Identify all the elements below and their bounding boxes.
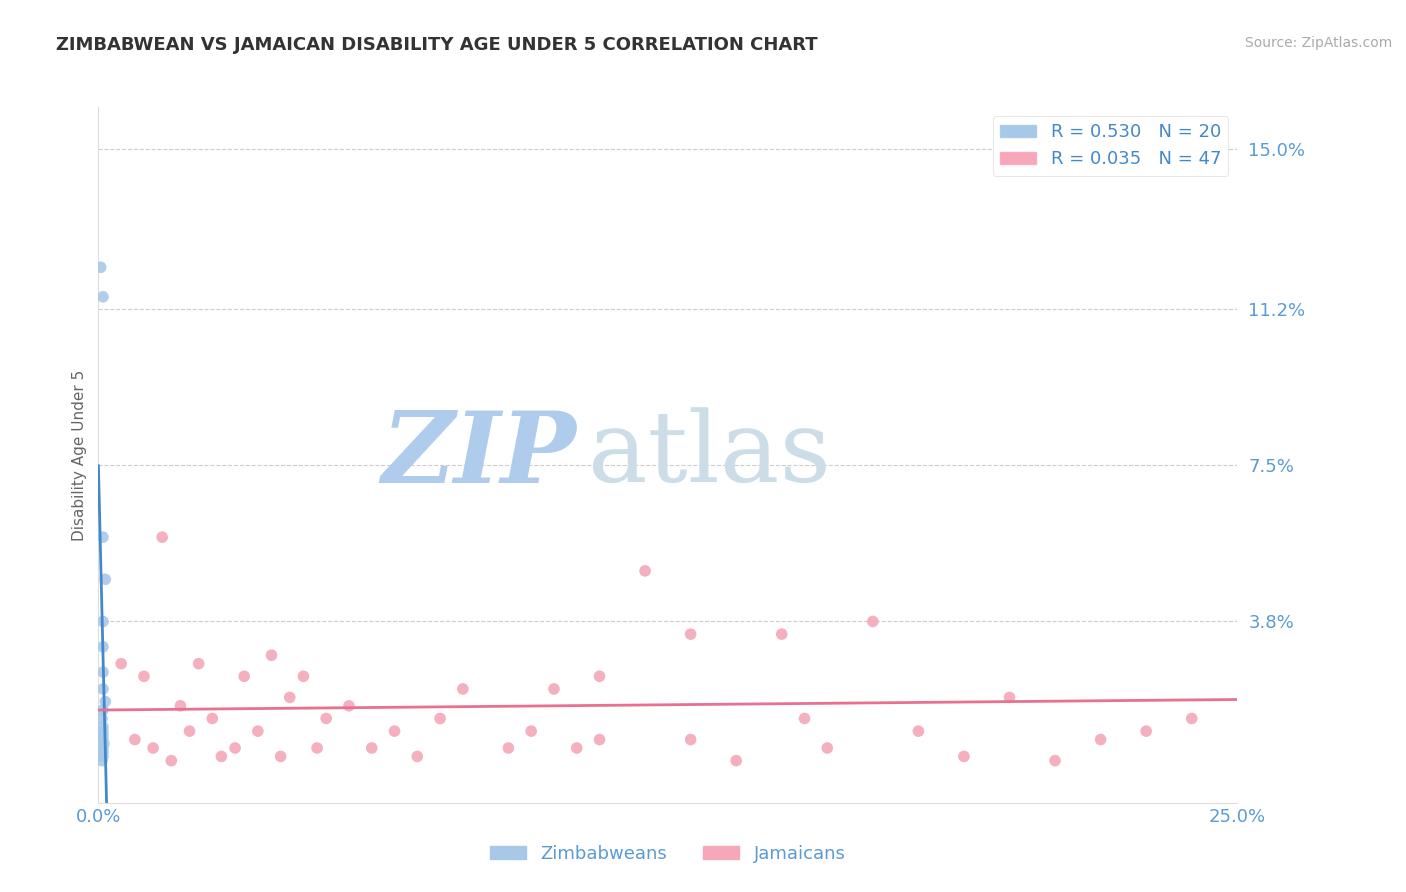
Point	[1181, 711, 1204, 725]
Point	[1135, 724, 1157, 739]
Point	[91, 724, 114, 739]
Text: ZIP: ZIP	[382, 407, 576, 503]
Point	[998, 690, 1021, 705]
Point	[634, 564, 657, 578]
Point	[91, 615, 114, 629]
Point	[337, 698, 360, 713]
Point	[150, 530, 173, 544]
Point	[90, 260, 112, 275]
Text: atlas: atlas	[588, 407, 831, 503]
Point	[278, 690, 301, 705]
Point	[209, 749, 232, 764]
Point	[793, 711, 815, 725]
Point	[520, 724, 543, 739]
Point	[93, 737, 115, 751]
Point	[498, 741, 520, 756]
Point	[862, 615, 884, 629]
Point	[565, 741, 588, 756]
Point	[953, 749, 976, 764]
Point	[91, 720, 114, 734]
Point	[588, 669, 610, 683]
Point	[429, 711, 451, 725]
Text: Source: ZipAtlas.com: Source: ZipAtlas.com	[1244, 36, 1392, 50]
Point	[451, 681, 474, 696]
Point	[94, 572, 117, 586]
Point	[91, 749, 114, 764]
Point	[360, 741, 382, 756]
Text: ZIMBABWEAN VS JAMAICAN DISABILITY AGE UNDER 5 CORRELATION CHART: ZIMBABWEAN VS JAMAICAN DISABILITY AGE UN…	[56, 36, 818, 54]
Point	[224, 741, 246, 756]
Point	[292, 669, 315, 683]
Point	[725, 754, 748, 768]
Point	[91, 728, 114, 742]
Point	[260, 648, 283, 663]
Point	[124, 732, 146, 747]
Point	[315, 711, 337, 725]
Point	[233, 669, 256, 683]
Point	[307, 741, 329, 756]
Point	[160, 754, 183, 768]
Point	[187, 657, 209, 671]
Point	[384, 724, 406, 739]
Point	[94, 695, 117, 709]
Point	[91, 754, 114, 768]
Point	[91, 732, 114, 747]
Point	[907, 724, 929, 739]
Point	[179, 724, 201, 739]
Y-axis label: Disability Age Under 5: Disability Age Under 5	[72, 369, 87, 541]
Point	[91, 665, 114, 679]
Point	[588, 732, 610, 747]
Point	[91, 745, 114, 759]
Point	[142, 741, 165, 756]
Point	[91, 703, 114, 717]
Point	[91, 681, 114, 696]
Point	[91, 290, 114, 304]
Legend: Zimbabweans, Jamaicans: Zimbabweans, Jamaicans	[482, 838, 853, 871]
Point	[679, 627, 702, 641]
Point	[679, 732, 702, 747]
Point	[201, 711, 224, 725]
Point	[1043, 754, 1066, 768]
Point	[543, 681, 565, 696]
Point	[815, 741, 838, 756]
Point	[246, 724, 269, 739]
Point	[91, 741, 114, 756]
Point	[91, 640, 114, 654]
Point	[169, 698, 191, 713]
Point	[132, 669, 155, 683]
Point	[406, 749, 429, 764]
Point	[110, 657, 132, 671]
Point	[91, 711, 114, 725]
Point	[91, 530, 114, 544]
Point	[770, 627, 793, 641]
Point	[270, 749, 292, 764]
Point	[1090, 732, 1112, 747]
